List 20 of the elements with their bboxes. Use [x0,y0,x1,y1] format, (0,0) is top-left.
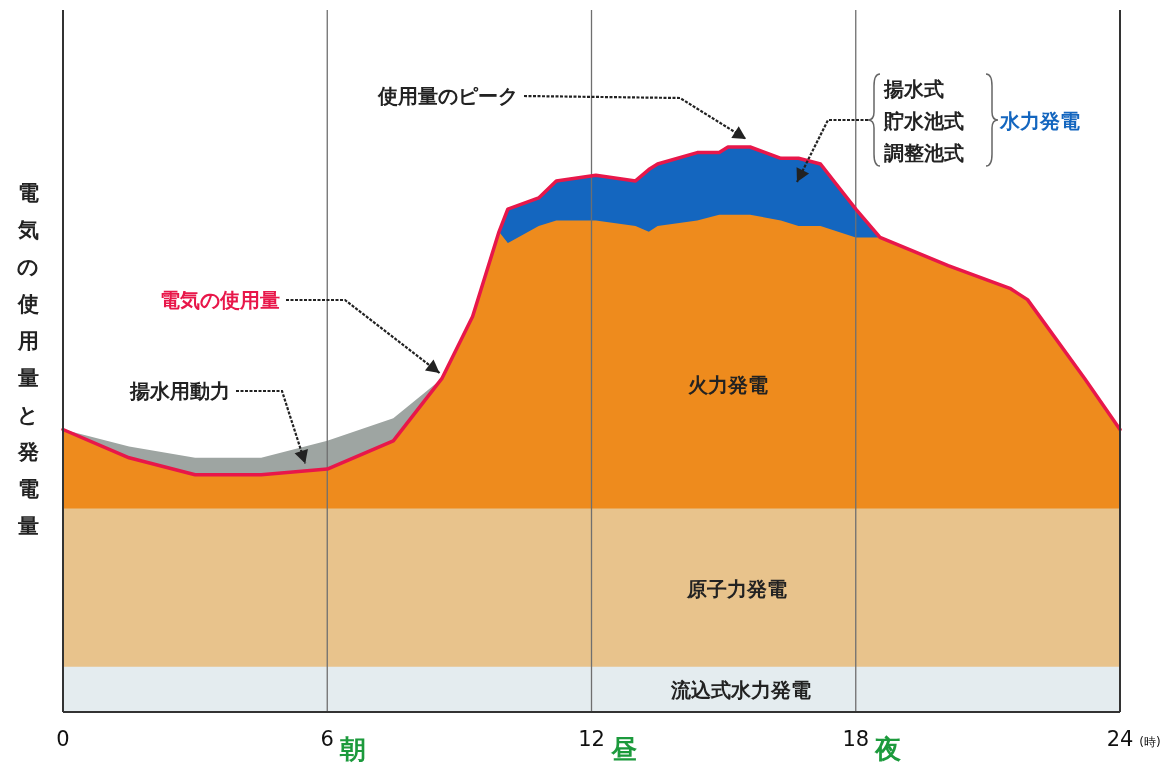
x-tick-label: 12 [578,727,605,751]
text: 朝 [338,734,366,763]
annotation: 使用量のピーク [377,84,518,108]
x-tick-label: 18 [842,727,870,751]
series-label: 火力発電 [688,373,769,398]
text: 揚水式 [883,77,944,101]
text: 貯水池式 [883,109,964,133]
x-tick-label: 0 [56,727,70,751]
x-tick-label: 24 [1106,727,1134,751]
series-label: 原子力発電 [685,576,787,601]
annotation: 調整池式 [884,141,964,165]
text: 夜 [874,734,902,763]
text: 揚水用動力 [129,379,230,403]
text: 電気の使用量 [160,288,280,312]
x-tick-label: 6 [320,727,334,751]
text: 電気の使用量と発電量 [17,181,39,538]
text: 昼 [609,734,637,763]
x-axis-title: (時) [1139,735,1161,749]
series-label: 流込式水力発電 [670,678,812,703]
text: 水力発電 [999,109,1080,133]
